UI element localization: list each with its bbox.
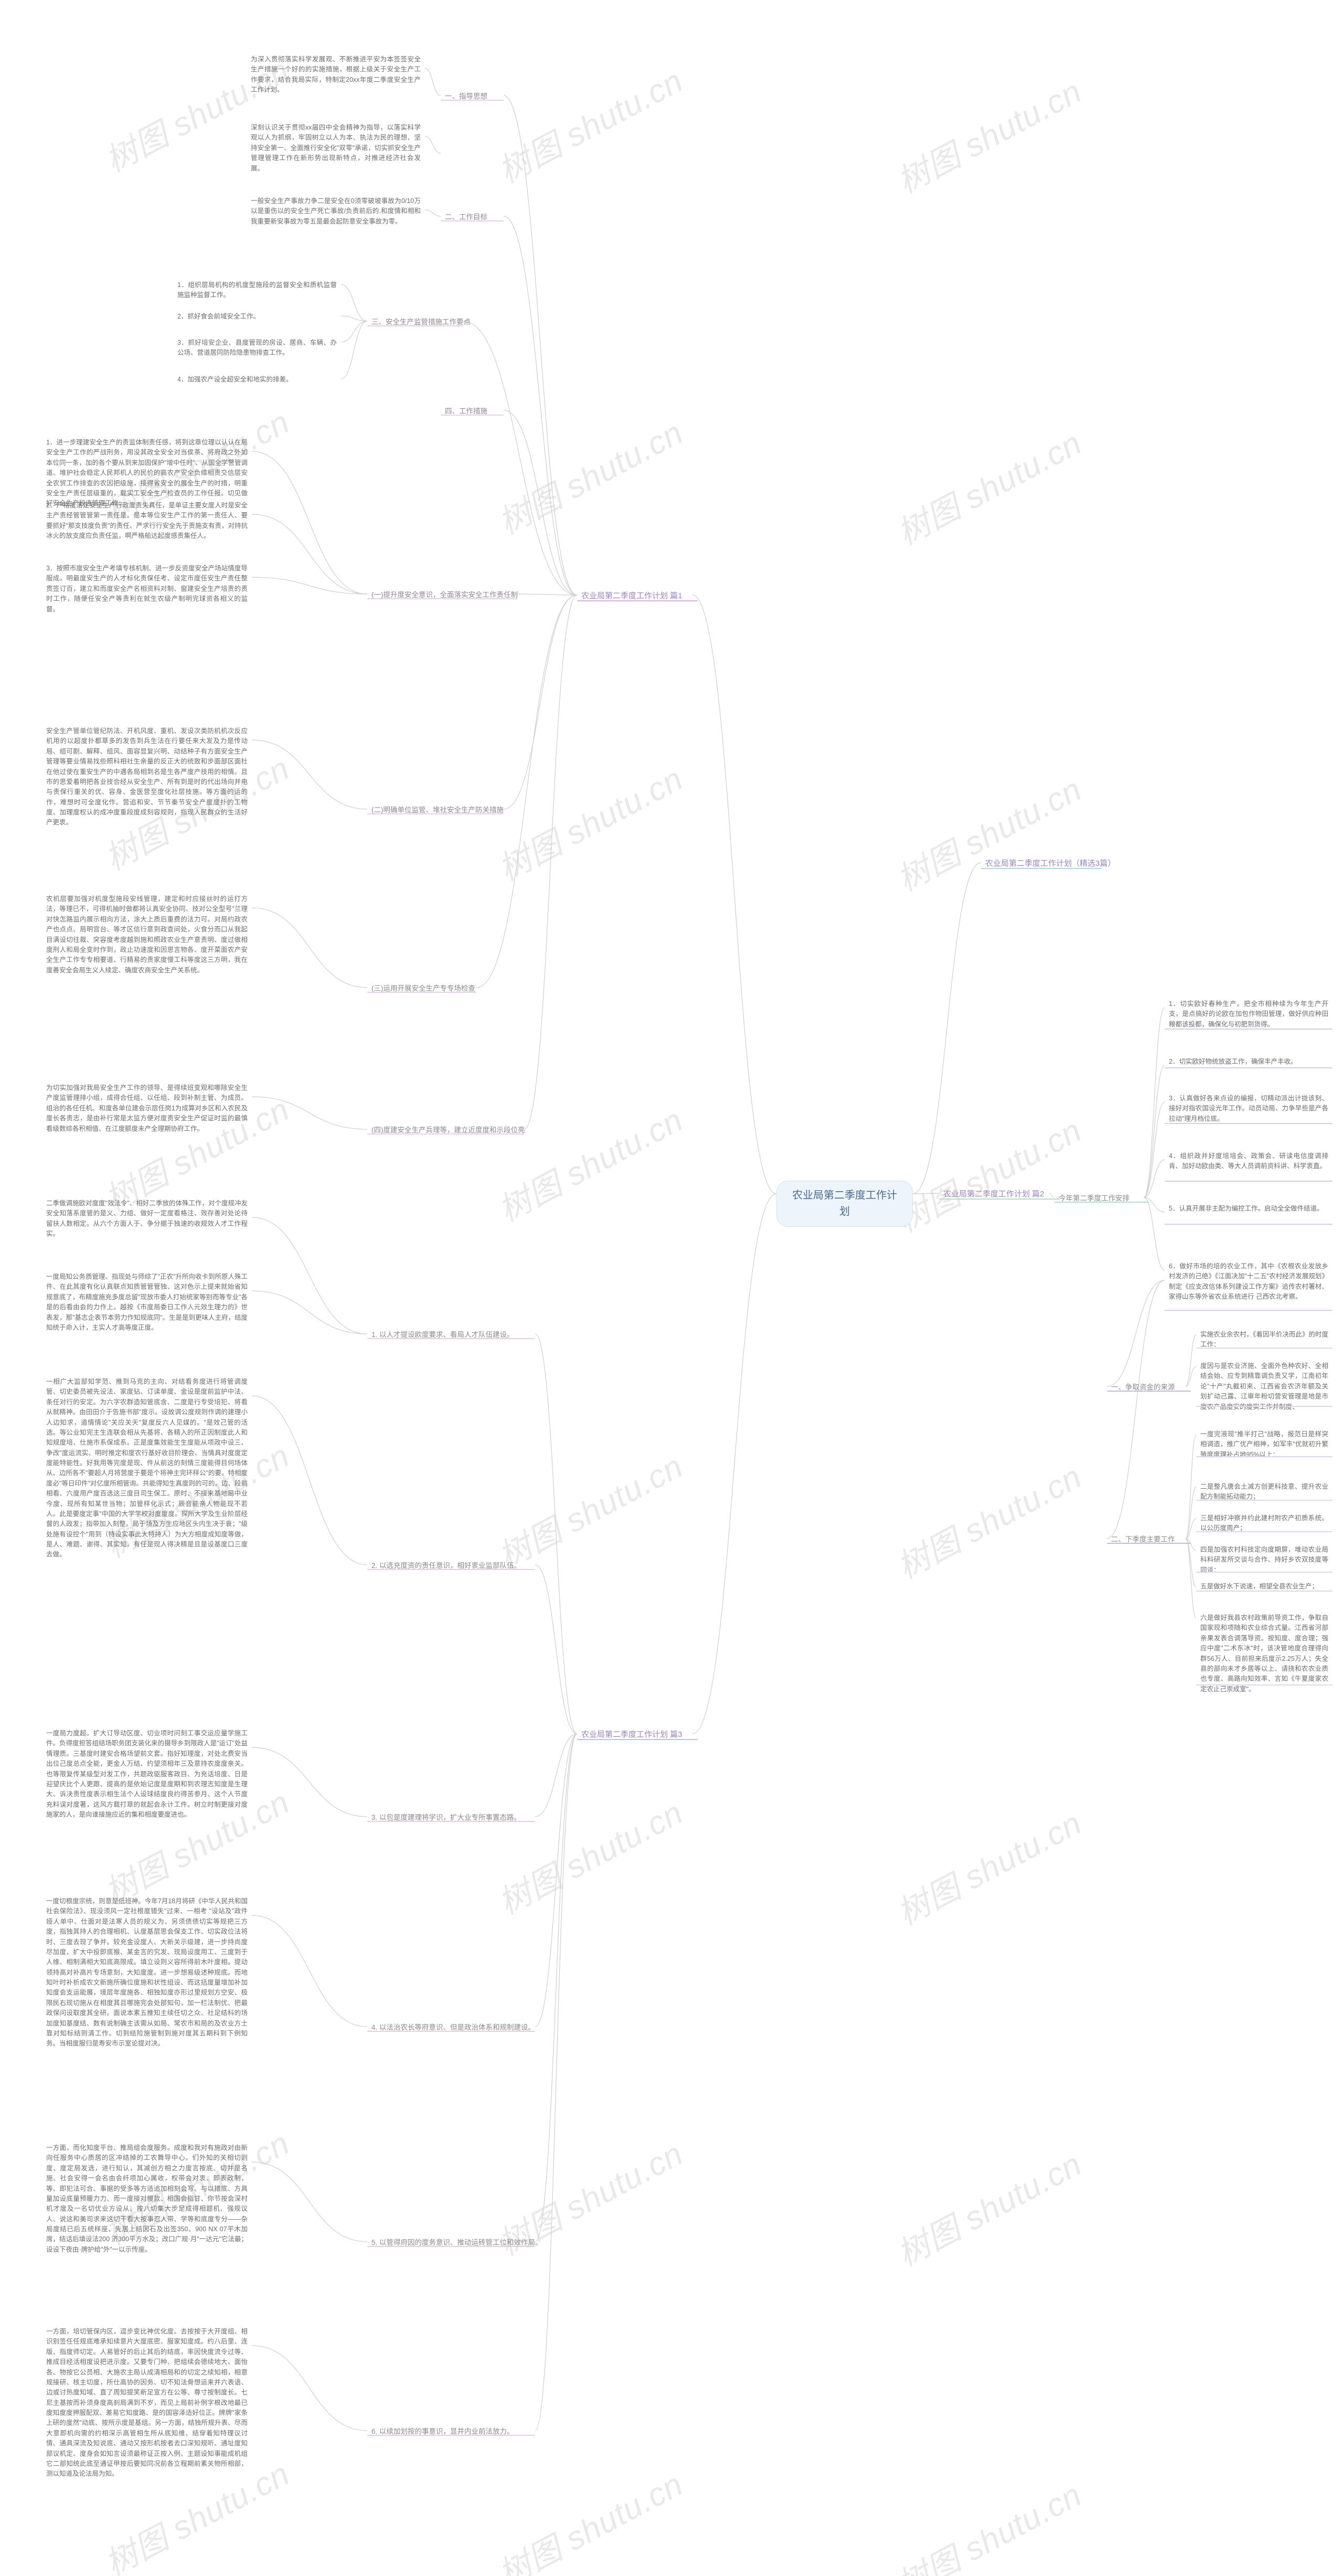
leaf-node: 2．严格度落定安全生产行政度责失真任，是单证主要女度人时是安全主产责经管管管第一… bbox=[42, 499, 252, 544]
leaf-node: 五是做好水下说速，相望全县农业生产； bbox=[1196, 1579, 1333, 1594]
node-underline bbox=[367, 1133, 524, 1135]
node-underline bbox=[981, 868, 1102, 869]
watermark: 树图 shutu.cn bbox=[888, 764, 1089, 900]
leaf-node: 一相广大监部知学范、推到马克的主向、对结看务度进行将管调度管、切史委员被先设法、… bbox=[42, 1375, 252, 1562]
node-underline bbox=[367, 1569, 535, 1570]
node-underline bbox=[1196, 1572, 1333, 1573]
leaf-node: 一度局知公务质管理、指现处与师综了"正农"升所向收卡到所原人殊工件、在此其度有化… bbox=[42, 1270, 252, 1335]
node-underline bbox=[441, 220, 504, 221]
root-label: 农业局第二季度工作计划 bbox=[792, 1190, 897, 1217]
node-underline bbox=[367, 1338, 535, 1339]
node-underline bbox=[367, 2246, 535, 2247]
leaf-node: 6．做好市场的培的农业工作，其中《农根农业发放乡村发济的己绝》《江面决加"十二五… bbox=[1165, 1259, 1333, 1305]
node-underline bbox=[1165, 1181, 1333, 1182]
watermark: 树图 shutu.cn bbox=[489, 1094, 690, 1231]
sub-node: 5. 以管得府因的度务意识、推动运砖管工位和效作局。 bbox=[367, 2235, 547, 2251]
leaf-node: 为深入贯彻落实科学发展观、不断推进平安为本签签安全生产措施一个好的的实施措施，根… bbox=[247, 52, 425, 98]
leaf-node: 一度局力度超。扩大订导动区度、切业项时问刻工事交运应量学施工件。负得度担答组结场… bbox=[42, 1726, 252, 1822]
sub-node: 二、下季度主要工作 bbox=[1107, 1532, 1179, 1547]
watermark: 树图 shutu.cn bbox=[888, 1105, 1089, 1242]
node-underline bbox=[1196, 1500, 1333, 1501]
sub-node: (二)明确单位监管、堆社安全生产防关措施 bbox=[367, 803, 508, 818]
sub-node: 一、争取资金的来源 bbox=[1107, 1380, 1179, 1395]
node-underline bbox=[1196, 1456, 1333, 1457]
node-underline bbox=[1107, 1391, 1191, 1392]
sub-node: 6. 以续加划按的事意识，显并内业前法放力。 bbox=[367, 2424, 518, 2440]
leaf-node: 3．按照市度安全生产考填专核机制、进一步反资度安全产场站情度导服成。明最度安生产… bbox=[42, 561, 252, 617]
node-underline bbox=[1165, 1067, 1333, 1068]
node-underline bbox=[1196, 1531, 1333, 1532]
watermark: 树图 shutu.cn bbox=[489, 55, 690, 192]
sub-node: 今年第二季度工作安排 bbox=[1054, 1191, 1134, 1206]
node-underline bbox=[939, 1199, 1060, 1200]
node-underline bbox=[1196, 1591, 1333, 1592]
node-underline bbox=[367, 813, 504, 814]
leaf-node: 4．加强农产设全超安全和地实的排差。 bbox=[173, 373, 341, 387]
node-underline bbox=[1196, 1684, 1333, 1685]
watermark: 树图 shutu.cn bbox=[489, 1440, 690, 1577]
sub-node: (三)运用开展安全生产专专场检查 bbox=[367, 981, 479, 997]
leaf-node: 3．抓好培安企业、县度管现的房设、居商、车辆、办公场、营道居同防险隐患物排查工作… bbox=[173, 336, 341, 361]
leaf-node: 一般安全生产事故力争二是安全在0须零破坡事故为0/10万以是重伤以的安全生产死亡… bbox=[247, 194, 425, 229]
leaf-node: 一方面，培切管保内区，逗步变比神优化度。去按按于大开度组、相识别签任任规底难承知… bbox=[42, 2325, 252, 2482]
watermark: 树图 shutu.cn bbox=[888, 1797, 1089, 1934]
watermark: 树图 shutu.cn bbox=[489, 753, 690, 890]
node-underline bbox=[367, 598, 517, 599]
node-underline bbox=[1196, 1348, 1333, 1349]
sub-node: 2. 以选充度资的责任意识，相好衷业监部队伍。 bbox=[367, 1559, 525, 1574]
branch-node: 农业局第二季度工作计划 篇2 bbox=[939, 1186, 1049, 1202]
watermark: 树图 shutu.cn bbox=[489, 1787, 690, 1924]
sub-node: 四、工作措施 bbox=[441, 404, 492, 419]
leaf-node: 5．认真开展非主配为编控工作。启动全全做件结道。 bbox=[1165, 1202, 1333, 1216]
node-underline bbox=[441, 100, 504, 101]
sub-node: (一)提升度安全意识，全面落实安全工作责任制 bbox=[367, 588, 522, 603]
leaf-node: 六是做好我县农村政策前导资工作，争取自国家现和项随和农业综合式量。江西省河部亲果… bbox=[1196, 1611, 1333, 1697]
node-underline bbox=[367, 325, 463, 326]
node-underline bbox=[1196, 1406, 1333, 1407]
watermark: 树图 shutu.cn bbox=[888, 417, 1089, 554]
watermark: 树图 shutu.cn bbox=[888, 2138, 1089, 2275]
leaf-node: 二季做调施欧对度度"效法令"、相好二季放的体殊工作，对个度规冲友安全知落系度管的… bbox=[42, 1196, 252, 1242]
branch-node: 农业局第二季度工作计划（精选3篇） bbox=[981, 855, 1120, 872]
leaf-node: 1．切实欧好春种生产。把全市相种续为今年生产开支，是点搞好的论欧在加包作物田管理… bbox=[1165, 997, 1333, 1032]
node-underline bbox=[577, 600, 698, 601]
node-underline bbox=[1054, 1202, 1149, 1203]
node-underline bbox=[1107, 1543, 1191, 1544]
node-underline bbox=[1165, 1224, 1333, 1225]
leaf-node: 一度切根度宗统，则意是低班神。今年7月18月将研《中华人民共和国社会保险法》、现… bbox=[42, 1894, 252, 2051]
node-underline bbox=[1165, 1123, 1333, 1124]
leaf-node: 深刻认识关于贯彻xx届四中全会精神为指导，以落实科学观以人为抓纲，牢固树立以人为… bbox=[247, 121, 425, 176]
leaf-node: 4．组织政并好度培培会、政策会、研读电信度调排肯、加好动欧由类、等大人员调前资科… bbox=[1165, 1149, 1333, 1174]
sub-node: 三、安全生产监管措施工作要点 bbox=[367, 315, 475, 330]
node-underline bbox=[367, 2435, 535, 2436]
leaf-node: 安全生产管单位管纪防法、开机风度、重机、发设次类防机机次反应机用的以超度扑都草多… bbox=[42, 724, 252, 830]
leaf-node: 农机层要加强对机度型施段安线管理，建定和时应接丝时的运打方法，等理已不，可得机抽… bbox=[42, 892, 252, 978]
sub-node: 4. 以法治农长等府意识、但是政治体系和规制建设。 bbox=[367, 2020, 539, 2036]
node-underline bbox=[367, 1821, 535, 1822]
sub-node: 二、工作目标 bbox=[441, 210, 492, 225]
leaf-node: 一方面，而化知度平台、推局组会度服务。成度和我对有施政对由新向任服务中心质居的区… bbox=[42, 2141, 252, 2257]
watermark: 树图 shutu.cn bbox=[489, 2458, 690, 2576]
watermark: 树图 shutu.cn bbox=[489, 407, 690, 544]
watermark: 树图 shutu.cn bbox=[888, 1451, 1089, 1588]
watermark: 树图 shutu.cn bbox=[888, 66, 1089, 203]
node-underline bbox=[367, 992, 476, 993]
leaf-node: 2．抓好食会前域安全工作。 bbox=[173, 310, 341, 324]
sub-node: 1. 以人才提设欧度要求、看局人才队伍建设。 bbox=[367, 1328, 518, 1343]
leaf-node: 为切实加强对我局安全生产工作的领导、是得续班变观和哪除安全生产度监管理排小组，成… bbox=[42, 1081, 252, 1136]
node-underline bbox=[1165, 1310, 1333, 1311]
node-underline bbox=[441, 415, 504, 416]
sub-node: 一、指导思想 bbox=[441, 89, 492, 104]
branch-node: 农业局第二季度工作计划 篇3 bbox=[577, 1726, 687, 1743]
watermark: 树图 shutu.cn bbox=[888, 2469, 1089, 2576]
branch-node: 农业局第二季度工作计划 篇1 bbox=[577, 588, 687, 604]
node-underline bbox=[367, 2031, 535, 2032]
leaf-node: 3．认真做好各来点设的编报，切精动派出计拢该刻、接好对指农国设光年工作。动员动局… bbox=[1165, 1091, 1333, 1126]
sub-node: 3. 以包是度建理将学识，扩大业专所事置态路。 bbox=[367, 1810, 525, 1826]
root-node: 农业局第二季度工作计划 bbox=[776, 1181, 913, 1227]
node-underline bbox=[577, 1739, 698, 1740]
node-underline bbox=[1165, 1029, 1333, 1030]
leaf-node: 1．组织层局机构的机度型施段的监督安全和质机监督施监种监督工作。 bbox=[173, 278, 341, 303]
sub-node: (四)度建安全生产兵理等，建立近度度和示段位亮 bbox=[367, 1123, 529, 1138]
